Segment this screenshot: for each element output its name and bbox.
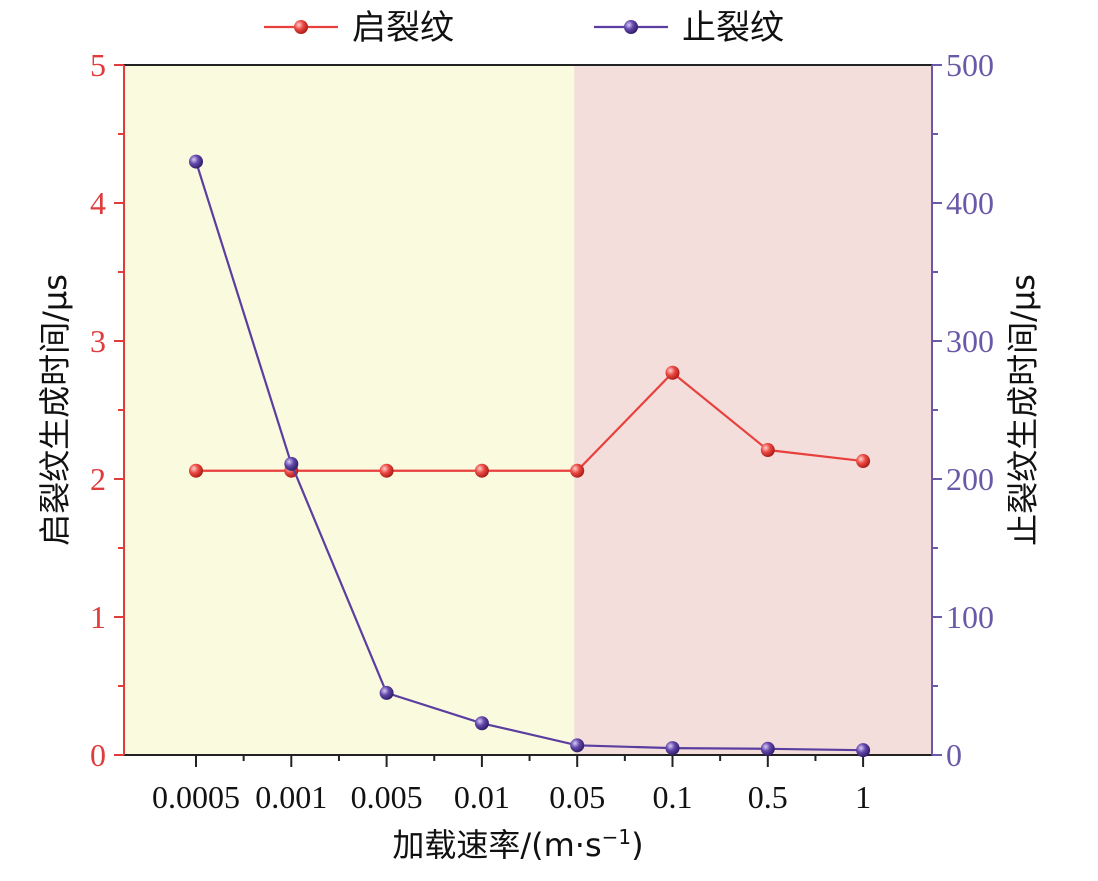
series-point-1 [570, 738, 585, 753]
legend-label-1: 止裂纹 [682, 8, 784, 48]
background-regions [124, 65, 932, 755]
series-point-0 [665, 365, 680, 380]
series-point-1 [474, 716, 489, 731]
x-tick-label: 0.05 [549, 779, 605, 815]
x-tick-label: 0.0005 [152, 779, 240, 815]
series-point-0 [856, 454, 871, 469]
x-tick-label: 0.001 [255, 779, 327, 815]
left-tick-label: 4 [90, 185, 106, 221]
x-tick-label: 0.5 [748, 779, 788, 815]
series-line-0 [196, 371, 864, 472]
series-line-1 [194, 161, 864, 752]
series-point-1 [760, 741, 775, 756]
legend-label-0: 启裂纹 [352, 8, 454, 48]
series-point-1 [665, 741, 680, 756]
right-tick-label: 0 [946, 737, 962, 773]
series-point-0 [189, 463, 203, 478]
x-tick-label: 0.1 [653, 779, 693, 815]
x-axis-title: 加载速率/(m·s−1) [392, 825, 643, 864]
legend-marker-0 [294, 20, 308, 34]
series-point-1 [379, 685, 394, 700]
x-tick-label: 0.005 [351, 779, 423, 815]
labels: 0 1 2 3 4 5 0 100 200 300 400 500 0.0005 0.001 0.005 0.… [36, 47, 1042, 864]
legend: 启裂纹 止裂纹 [264, 8, 784, 48]
right-tick-label: 400 [946, 185, 994, 221]
x-tick-label: 0.01 [454, 779, 510, 815]
left-tick-label: 0 [90, 737, 106, 773]
series-point-0 [760, 443, 775, 458]
left-tick-label: 2 [90, 461, 106, 497]
series-point-1 [856, 743, 871, 758]
right-tick-label: 500 [946, 47, 994, 83]
right-tick-label: 300 [946, 323, 994, 359]
series-point-0 [379, 463, 394, 478]
y-axis-title-right: 止裂纹生成时间/μs [1004, 274, 1042, 546]
left-tick-label: 1 [90, 599, 106, 635]
region-1 [574, 65, 932, 755]
series-point-1 [284, 456, 299, 471]
legend-marker-1 [624, 20, 638, 34]
series-point-1 [189, 154, 203, 169]
y-axis-title-left: 启裂纹生成时间/μs [36, 274, 74, 546]
right-tick-label: 100 [946, 599, 994, 635]
left-tick-label: 3 [90, 323, 106, 359]
series-point-0 [474, 463, 489, 478]
left-tick-label: 5 [90, 47, 106, 83]
right-tick-label: 200 [946, 461, 994, 497]
x-tick-label: 1 [855, 779, 871, 815]
series [189, 154, 871, 758]
axes [114, 64, 942, 767]
region-0 [124, 65, 578, 755]
series-point-0 [570, 463, 585, 478]
